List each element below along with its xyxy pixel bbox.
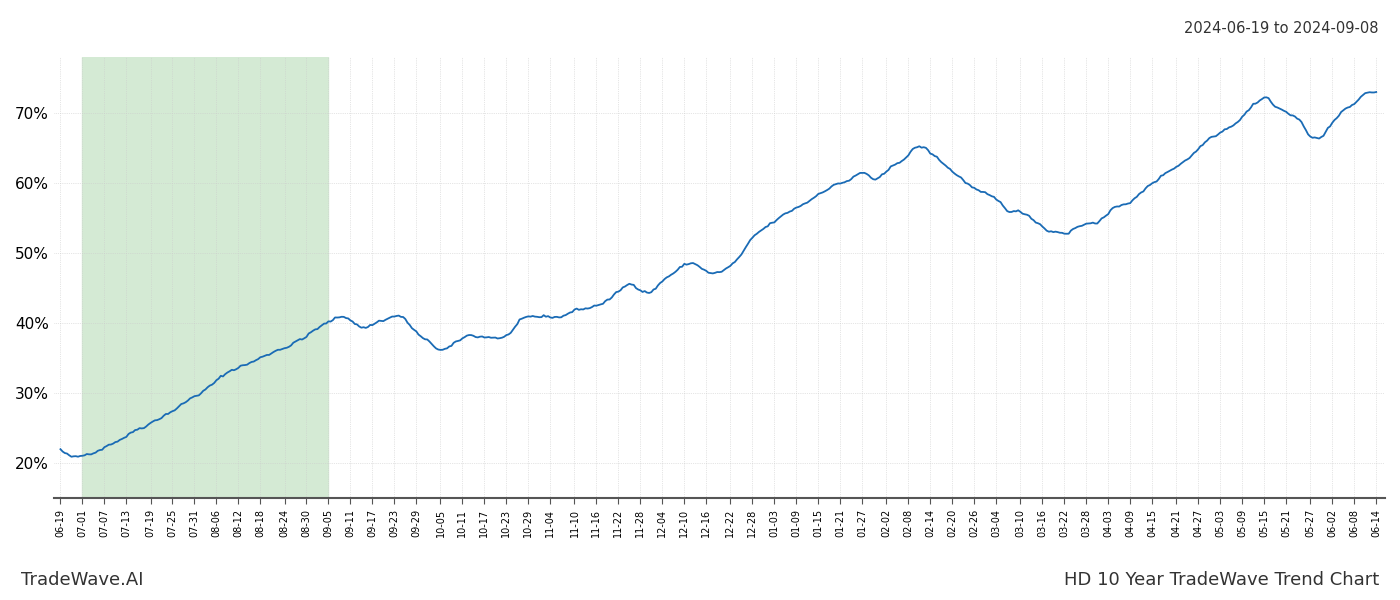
Bar bbox=[83, 57, 329, 498]
Text: TradeWave.AI: TradeWave.AI bbox=[21, 571, 143, 589]
Text: 2024-06-19 to 2024-09-08: 2024-06-19 to 2024-09-08 bbox=[1184, 21, 1379, 36]
Text: HD 10 Year TradeWave Trend Chart: HD 10 Year TradeWave Trend Chart bbox=[1064, 571, 1379, 589]
